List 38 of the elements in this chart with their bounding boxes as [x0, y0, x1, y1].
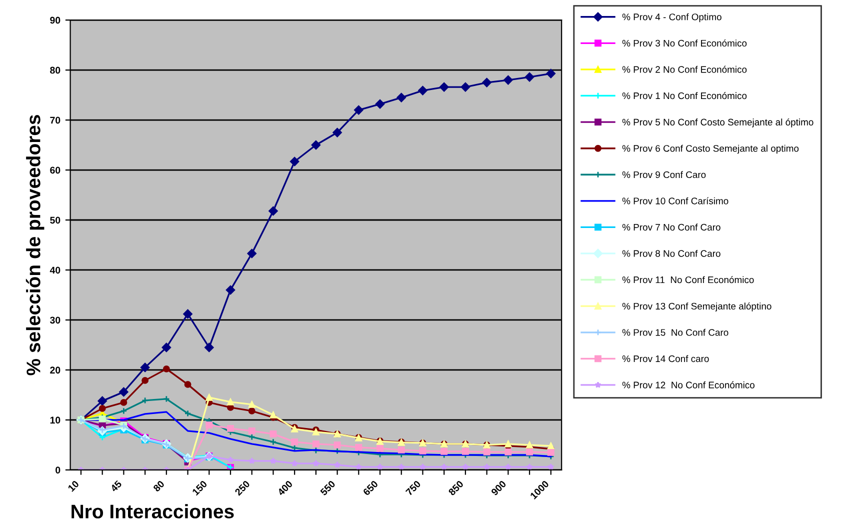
legend-label: % Prov 13 Conf Semejante alóptino: [622, 302, 772, 312]
legend-label: % Prov 2 No Conf Económico: [622, 66, 747, 73]
legend-label: % Prov 4 - Conf Optimo: [622, 13, 722, 22]
x-tick-label: 45: [110, 480, 122, 492]
x-tick-label: 150: [192, 480, 208, 496]
x-tick-label: 80: [152, 480, 165, 492]
legend-label: % Prov 9 Conf Caro: [622, 171, 706, 178]
x-tick-label: 400: [276, 480, 293, 496]
y-tick-label: 50: [50, 216, 60, 224]
legend-label: % Prov 7 No Conf Caro: [622, 224, 720, 231]
x-tick-label: 900: [490, 480, 507, 496]
x-axis-title: Nro Interacciones: [72, 504, 234, 518]
y-tick-label: 70: [50, 116, 60, 124]
legend-label: % Prov 8 No Conf Caro: [622, 250, 720, 257]
legend-label: % Prov 12 No Conf Económico: [622, 381, 754, 388]
legend-label: % Prov 11 No Conf Económico: [622, 276, 754, 284]
y-tick-label: 40: [50, 266, 60, 274]
x-tick-label: 750: [405, 480, 422, 496]
y-tick-label: 0: [56, 466, 60, 474]
x-tick-label: 550: [320, 480, 336, 496]
legend-label: % Prov 5 No Conf Costo Semejante al óptimo: [622, 118, 814, 128]
y-tick-label: 10: [50, 416, 60, 424]
legend-label: % Prov 6 Conf Costo Semejante al optimo: [622, 144, 799, 154]
y-axis-title: % selección de proveedores: [26, 115, 44, 376]
y-tick-label: 30: [50, 316, 60, 324]
legend-label: % Prov 14 Conf caro: [622, 355, 709, 362]
x-tick-label: 850: [448, 480, 464, 496]
x-tick-label: 650: [362, 480, 378, 496]
legend-label: % Prov 10 Conf Carísimo: [622, 197, 728, 204]
y-tick-label: 80: [50, 66, 60, 74]
legend-label: % Prov 15 No Conf Caro: [622, 328, 728, 336]
legend-label: % Prov 3 No Conf Económico: [622, 40, 747, 47]
y-tick-label: 20: [50, 366, 60, 374]
x-tick-label: 250: [234, 480, 250, 496]
y-tick-label: 60: [50, 166, 60, 174]
x-tick-label: 10: [68, 480, 80, 492]
legend-label: % Prov 1 No Conf Económico: [622, 92, 747, 100]
y-tick-label: 90: [50, 16, 60, 24]
